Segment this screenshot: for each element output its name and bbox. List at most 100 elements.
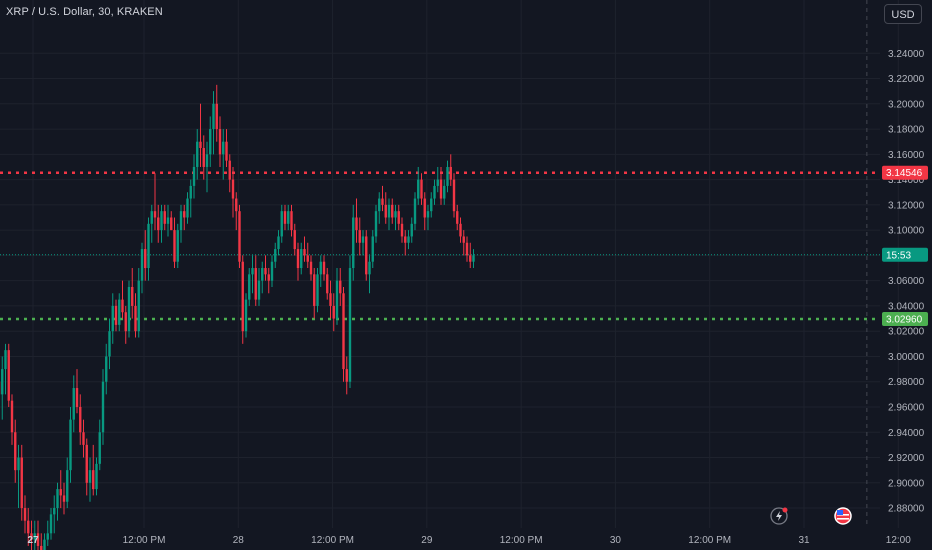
candle-up bbox=[277, 236, 280, 250]
candle-up bbox=[43, 539, 46, 550]
candle-up bbox=[335, 280, 339, 319]
candle-down bbox=[326, 274, 329, 294]
candle-down bbox=[241, 261, 244, 332]
candle-down bbox=[329, 293, 332, 306]
candle-down bbox=[332, 305, 335, 319]
candle-up bbox=[101, 381, 105, 433]
candle-up bbox=[105, 356, 108, 382]
price-tick-label: 3.20000 bbox=[888, 99, 925, 110]
candle-down bbox=[296, 249, 300, 269]
candle-up bbox=[192, 166, 196, 186]
candle-up bbox=[244, 299, 248, 332]
candle-up bbox=[287, 211, 290, 224]
time-axis[interactable]: 27 12:00 PM 28 12:00 PM 29 12:00 PM 30 12:00 PM… bbox=[27, 535, 911, 546]
candle-down bbox=[202, 148, 205, 167]
candle-up bbox=[196, 141, 199, 167]
candle-up bbox=[417, 179, 420, 199]
candle-down bbox=[231, 179, 235, 199]
candle-down bbox=[381, 198, 384, 205]
candle-down bbox=[235, 198, 238, 212]
candle-down bbox=[459, 223, 462, 237]
candle-up bbox=[446, 166, 449, 186]
candle-down bbox=[283, 211, 287, 224]
candle-down bbox=[420, 179, 423, 199]
candle-up bbox=[274, 249, 277, 262]
candle-down bbox=[131, 286, 134, 306]
price-tick-label: 3.06000 bbox=[888, 276, 925, 287]
candle-down bbox=[293, 230, 296, 250]
bottom-icons[interactable] bbox=[770, 507, 852, 525]
candle-up bbox=[209, 129, 212, 155]
us-flag-icon[interactable] bbox=[834, 507, 852, 525]
candle-down bbox=[264, 268, 267, 275]
candle-up bbox=[95, 463, 98, 490]
candle-down bbox=[290, 211, 293, 231]
price-tick-label: 3.24000 bbox=[888, 49, 925, 60]
time-tick-label: 29 bbox=[421, 535, 433, 546]
candle-down bbox=[144, 249, 147, 269]
time-tick-label: 12:00 PM bbox=[123, 535, 166, 546]
candle-down bbox=[465, 242, 469, 256]
candle-up bbox=[371, 236, 374, 262]
candle-down bbox=[400, 223, 404, 237]
time-tick-label: 28 bbox=[233, 535, 245, 546]
candle-up bbox=[319, 261, 322, 275]
price-tick-label: 3.12000 bbox=[888, 200, 925, 211]
candle-down bbox=[14, 432, 17, 471]
price-tick-label: 2.90000 bbox=[888, 478, 925, 489]
candle-down bbox=[218, 129, 222, 155]
candle-up bbox=[118, 299, 121, 325]
candle-down bbox=[124, 312, 127, 332]
candle-down bbox=[10, 400, 14, 433]
candle-down bbox=[75, 388, 79, 407]
candle-up bbox=[140, 249, 144, 281]
candle-down bbox=[309, 261, 313, 275]
candle-up bbox=[348, 268, 352, 382]
candle-down bbox=[439, 179, 443, 199]
candle-up bbox=[352, 217, 355, 269]
replay-lightning-icon[interactable] bbox=[770, 507, 788, 525]
currency-button[interactable]: USD bbox=[884, 4, 922, 24]
time-tick-label: 12:00 PM bbox=[500, 535, 543, 546]
candle-up bbox=[394, 211, 397, 218]
time-tick-label: 31 bbox=[798, 535, 810, 546]
candle-down bbox=[59, 489, 62, 496]
candle-up bbox=[1, 369, 4, 395]
resistance-tag bbox=[882, 165, 928, 180]
candle-up bbox=[160, 211, 163, 231]
candle-down bbox=[449, 166, 452, 180]
candle-down bbox=[62, 495, 66, 502]
support-tag bbox=[882, 312, 928, 327]
price-tick-label: 2.98000 bbox=[888, 377, 925, 388]
candle-up bbox=[98, 432, 101, 464]
candle-up bbox=[222, 141, 225, 155]
price-axis[interactable]: 3.24000 3.22000 3.20000 3.18000 3.16000 3.140… bbox=[888, 49, 925, 515]
resistance-tag-label: 3.14546 bbox=[886, 168, 923, 179]
candle-up bbox=[413, 198, 417, 224]
candle-up bbox=[46, 533, 49, 540]
candle-down bbox=[456, 211, 459, 224]
candle-up bbox=[472, 255, 475, 262]
candle-up bbox=[33, 533, 36, 540]
candles bbox=[0, 84, 475, 550]
candle-down bbox=[462, 236, 465, 243]
candle-down bbox=[27, 520, 30, 534]
candle-down bbox=[452, 179, 456, 212]
candle-down bbox=[303, 249, 306, 256]
candle-up bbox=[430, 198, 433, 212]
candle-up bbox=[205, 154, 209, 167]
price-tick-label: 3.14000 bbox=[888, 175, 925, 186]
price-tick-label: 3.22000 bbox=[888, 74, 925, 85]
price-tick-label: 2.92000 bbox=[888, 453, 925, 464]
candle-down bbox=[339, 280, 342, 294]
candle-down bbox=[225, 141, 228, 161]
time-tick-label: 12:00 PM bbox=[688, 535, 731, 546]
candle-down bbox=[170, 217, 173, 231]
candle-down bbox=[313, 274, 316, 306]
candle-down bbox=[358, 230, 361, 243]
candle-up bbox=[270, 261, 274, 281]
candle-up bbox=[251, 268, 254, 275]
candle-up bbox=[49, 514, 53, 534]
price-tick-label: 2.88000 bbox=[888, 504, 925, 515]
